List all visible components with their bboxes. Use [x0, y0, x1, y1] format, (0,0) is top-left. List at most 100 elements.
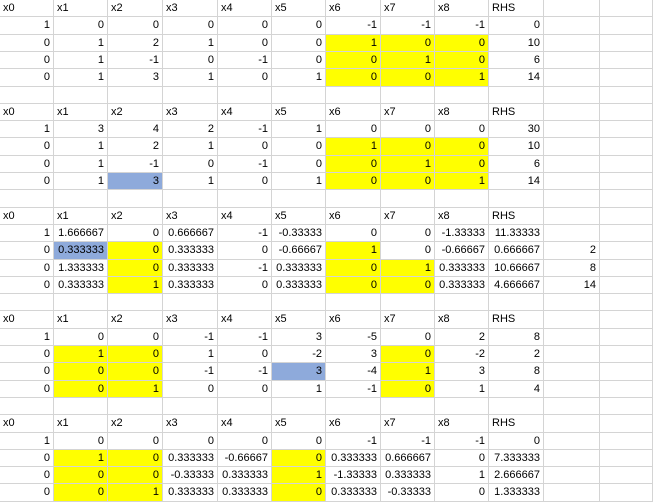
sheet-cell[interactable]: 6: [489, 52, 544, 69]
sheet-cell[interactable]: [600, 208, 653, 225]
sheet-cell[interactable]: [544, 450, 600, 467]
sheet-cell[interactable]: 3: [326, 346, 381, 363]
sheet-cell[interactable]: [544, 190, 600, 208]
sheet-cell[interactable]: [600, 467, 653, 484]
column-header-cell[interactable]: RHS: [489, 104, 544, 121]
sheet-cell[interactable]: 0: [108, 17, 163, 35]
sheet-cell[interactable]: 10.66667: [489, 260, 544, 277]
sheet-cell[interactable]: [218, 294, 272, 311]
sheet-cell[interactable]: [272, 87, 326, 104]
sheet-cell[interactable]: [600, 173, 653, 190]
sheet-cell[interactable]: 0.333333: [272, 277, 326, 294]
sheet-cell[interactable]: -1: [218, 363, 272, 381]
sheet-cell[interactable]: 0: [381, 121, 435, 138]
sheet-cell[interactable]: -1: [218, 329, 272, 346]
sheet-cell[interactable]: [600, 190, 653, 208]
sheet-cell[interactable]: 0: [381, 225, 435, 242]
sheet-cell[interactable]: 0: [326, 173, 381, 190]
sheet-cell[interactable]: [600, 415, 653, 433]
column-header-cell[interactable]: RHS: [489, 415, 544, 433]
sheet-cell[interactable]: 0: [108, 346, 163, 363]
sheet-cell[interactable]: -1: [381, 17, 435, 35]
sheet-cell[interactable]: 0: [0, 156, 54, 173]
sheet-cell[interactable]: 0: [272, 17, 326, 35]
sheet-cell[interactable]: [0, 87, 54, 104]
sheet-cell[interactable]: [600, 450, 653, 467]
sheet-cell[interactable]: 0: [0, 242, 54, 260]
sheet-cell[interactable]: [544, 398, 600, 415]
sheet-cell[interactable]: [600, 121, 653, 138]
sheet-cell[interactable]: 3: [108, 173, 163, 190]
column-header-cell[interactable]: x4: [218, 208, 272, 225]
sheet-cell[interactable]: 14: [544, 277, 600, 294]
column-header-cell[interactable]: RHS: [489, 208, 544, 225]
column-header-cell[interactable]: x8: [435, 208, 489, 225]
sheet-cell[interactable]: 10: [489, 138, 544, 156]
sheet-cell[interactable]: [600, 17, 653, 35]
sheet-cell[interactable]: [163, 190, 218, 208]
sheet-cell[interactable]: [544, 208, 600, 225]
sheet-cell[interactable]: [544, 156, 600, 173]
column-header-cell[interactable]: x2: [108, 0, 163, 17]
sheet-cell[interactable]: 0: [54, 363, 108, 381]
sheet-cell[interactable]: 1: [54, 173, 108, 190]
sheet-cell[interactable]: [600, 329, 653, 346]
sheet-cell[interactable]: -1: [435, 17, 489, 35]
sheet-cell[interactable]: 0: [218, 17, 272, 35]
sheet-cell[interactable]: [272, 398, 326, 415]
sheet-cell[interactable]: [600, 87, 653, 104]
sheet-cell[interactable]: [544, 0, 600, 17]
column-header-cell[interactable]: x3: [163, 208, 218, 225]
sheet-cell[interactable]: 0: [163, 381, 218, 398]
sheet-cell[interactable]: 0.666667: [489, 242, 544, 260]
sheet-cell[interactable]: 0: [218, 346, 272, 363]
sheet-cell[interactable]: [600, 242, 653, 260]
sheet-cell[interactable]: 0: [381, 173, 435, 190]
column-header-cell[interactable]: x6: [326, 311, 381, 329]
sheet-cell[interactable]: 0: [218, 35, 272, 52]
sheet-cell[interactable]: 0: [381, 35, 435, 52]
sheet-cell[interactable]: 14: [489, 173, 544, 190]
sheet-cell[interactable]: 3: [272, 363, 326, 381]
sheet-cell[interactable]: 0.333333: [381, 467, 435, 484]
sheet-cell[interactable]: 0: [381, 242, 435, 260]
column-header-cell[interactable]: x3: [163, 415, 218, 433]
sheet-cell[interactable]: 0: [108, 260, 163, 277]
sheet-cell[interactable]: [489, 294, 544, 311]
sheet-cell[interactable]: [544, 35, 600, 52]
sheet-cell[interactable]: 2: [108, 138, 163, 156]
column-header-cell[interactable]: x1: [54, 415, 108, 433]
sheet-cell[interactable]: [54, 87, 108, 104]
sheet-cell[interactable]: 0: [272, 156, 326, 173]
sheet-cell[interactable]: 0: [218, 138, 272, 156]
sheet-cell[interactable]: [544, 467, 600, 484]
sheet-cell[interactable]: [600, 363, 653, 381]
sheet-cell[interactable]: 1: [381, 52, 435, 69]
column-header-cell[interactable]: x5: [272, 104, 326, 121]
sheet-cell[interactable]: 0: [0, 69, 54, 87]
sheet-cell[interactable]: 1: [381, 156, 435, 173]
sheet-cell[interactable]: 0: [218, 69, 272, 87]
sheet-cell[interactable]: 0: [163, 433, 218, 450]
sheet-cell[interactable]: 0: [108, 433, 163, 450]
sheet-cell[interactable]: 0: [54, 433, 108, 450]
sheet-cell[interactable]: 10: [489, 35, 544, 52]
sheet-cell[interactable]: [326, 294, 381, 311]
sheet-cell[interactable]: 1: [54, 156, 108, 173]
column-header-cell[interactable]: x2: [108, 208, 163, 225]
column-header-cell[interactable]: x7: [381, 104, 435, 121]
sheet-cell[interactable]: 0.666667: [163, 225, 218, 242]
sheet-cell[interactable]: [108, 294, 163, 311]
column-header-cell[interactable]: x3: [163, 104, 218, 121]
column-header-cell[interactable]: x5: [272, 208, 326, 225]
sheet-cell[interactable]: [600, 484, 653, 502]
sheet-cell[interactable]: [544, 17, 600, 35]
sheet-cell[interactable]: [600, 311, 653, 329]
sheet-cell[interactable]: 0: [163, 156, 218, 173]
sheet-cell[interactable]: [0, 190, 54, 208]
sheet-cell[interactable]: 2.666667: [489, 467, 544, 484]
sheet-cell[interactable]: [544, 173, 600, 190]
sheet-cell[interactable]: -4: [326, 363, 381, 381]
sheet-cell[interactable]: [544, 52, 600, 69]
column-header-cell[interactable]: x2: [108, 311, 163, 329]
